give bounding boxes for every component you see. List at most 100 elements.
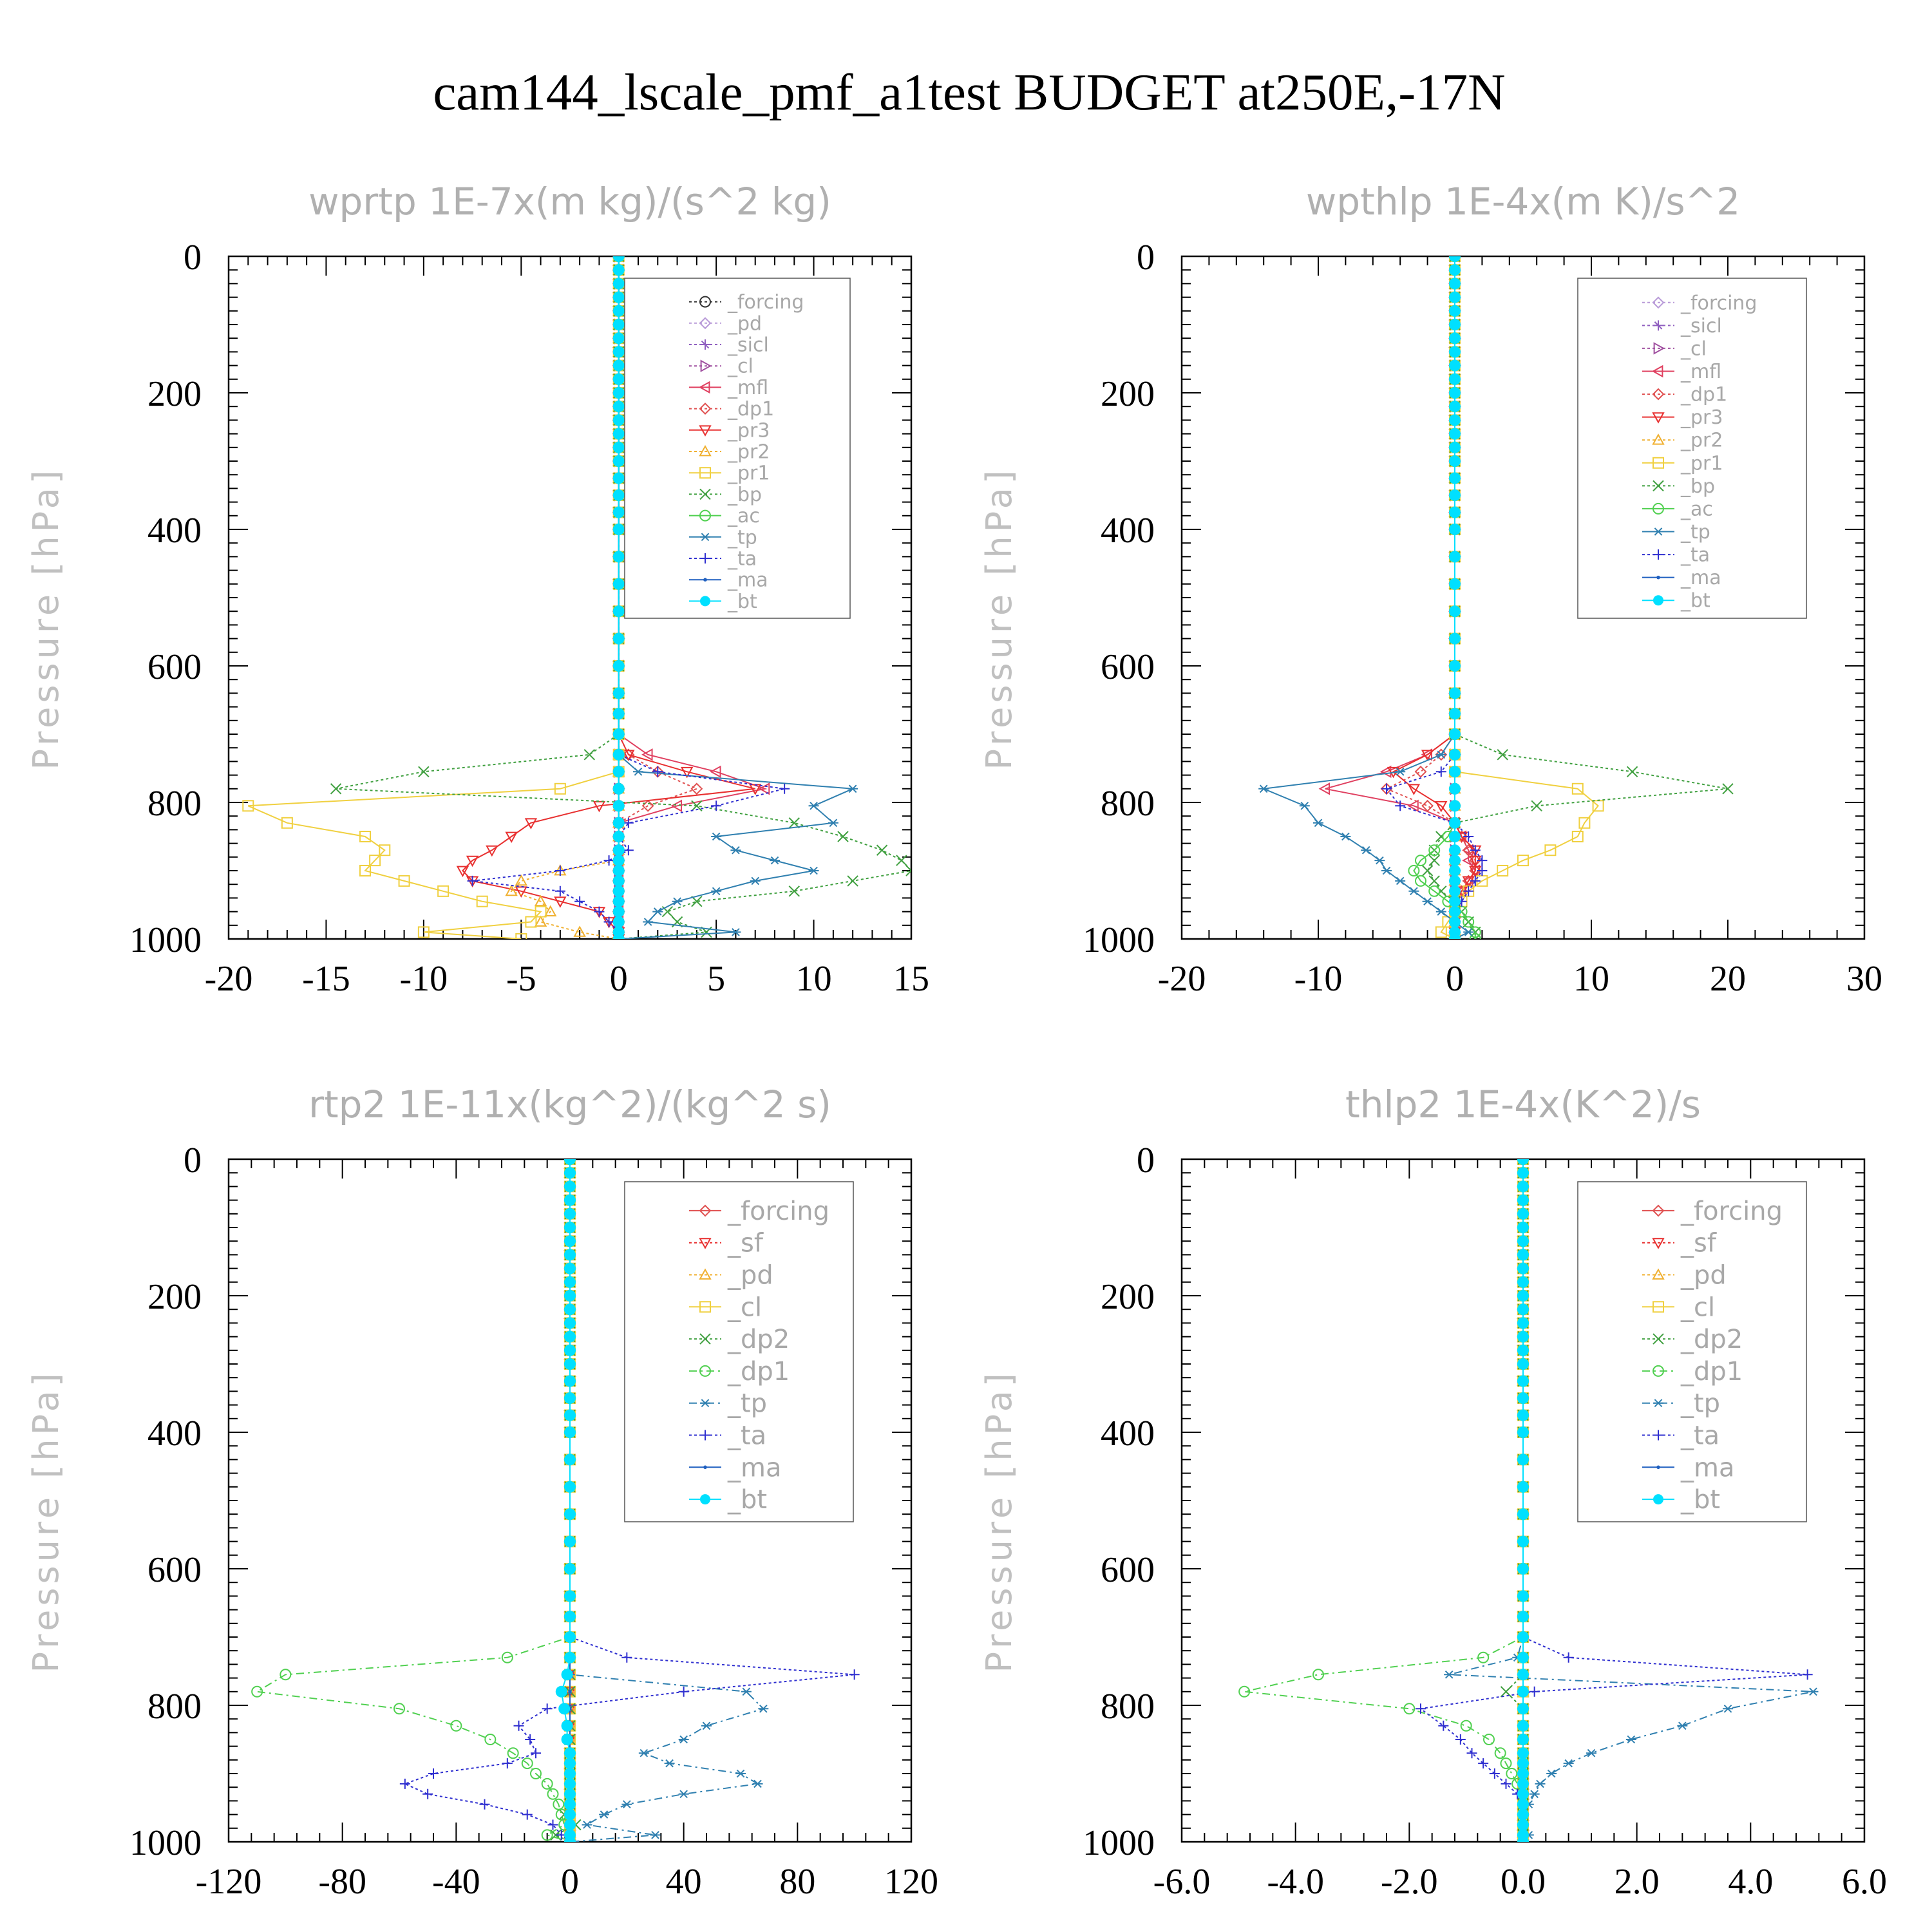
data-point — [808, 866, 819, 875]
data-point — [730, 846, 741, 855]
legend-label: _forcing — [1680, 292, 1757, 314]
legend-marker — [1653, 527, 1663, 536]
data-point — [1626, 766, 1638, 778]
legend-box — [624, 278, 851, 619]
data-point — [641, 799, 654, 812]
data-point — [564, 1481, 576, 1493]
data-point — [612, 605, 625, 618]
data-point — [564, 1535, 576, 1548]
data-point — [1500, 1686, 1512, 1698]
y-tick-label: 800 — [147, 1687, 202, 1727]
data-point — [417, 926, 430, 938]
y-tick-label: 200 — [1101, 1277, 1155, 1317]
legend-marker — [1652, 1238, 1665, 1249]
data-point — [466, 855, 479, 867]
data-point — [1517, 1331, 1529, 1343]
y-axis-label: Pressure [hPa] — [26, 466, 66, 770]
legend-marker — [1652, 296, 1665, 309]
data-point — [612, 817, 625, 829]
data-point — [1340, 832, 1351, 841]
data-point — [1517, 1535, 1529, 1548]
legend-entry: _bt — [1642, 590, 1710, 612]
legend-label: _ta — [727, 548, 757, 571]
legend-entry: _cl — [689, 355, 753, 378]
y-tick-label: 400 — [1101, 511, 1155, 551]
legend-marker — [1653, 1365, 1664, 1377]
legend-label: _ac — [727, 505, 760, 527]
data-point — [612, 885, 625, 897]
data-point — [507, 1747, 519, 1759]
legend: _forcing_sicl_cl_mfl_dp1_pr3_pr2_pr1_bp_… — [1577, 278, 1807, 619]
data-point — [564, 1426, 576, 1438]
data-point — [612, 905, 625, 918]
legend-entry: _mfl — [1642, 361, 1721, 383]
legend-box — [1577, 278, 1807, 619]
data-point — [251, 1685, 263, 1698]
y-tick-label: 0 — [1137, 238, 1155, 278]
data-point — [1449, 291, 1461, 303]
data-point — [1563, 1759, 1574, 1768]
data-point — [638, 1748, 649, 1757]
data-point — [1517, 1235, 1529, 1247]
data-point — [564, 1631, 576, 1643]
data-point — [1435, 800, 1448, 813]
data-point — [1407, 799, 1419, 812]
legend-entry: _tp — [689, 526, 757, 549]
legend-entry: _ma — [1642, 567, 1721, 589]
legend: _forcing_pd_sicl_cl_mfl_dp1_pr3_pr2_pr1_… — [624, 278, 851, 619]
data-point — [612, 332, 625, 345]
plot-area — [251, 1159, 860, 1842]
data-point — [1449, 817, 1461, 829]
legend-label: _ma — [1680, 567, 1721, 589]
data-point — [1517, 1590, 1529, 1602]
data-point — [1449, 359, 1461, 372]
legend-entry: _mfl — [689, 377, 768, 399]
legend-marker — [699, 317, 712, 330]
panel-3: rtp2 1E-11x(kg^2)/(kg^2 s) Pressure [hPa]… — [26, 1083, 938, 1902]
data-point — [564, 1808, 576, 1821]
data-point — [1517, 1798, 1529, 1810]
data-point — [1517, 1194, 1529, 1206]
x-tick-label: 0 — [610, 959, 628, 999]
data-point — [612, 933, 625, 939]
data-point — [1428, 885, 1441, 897]
x-tick-label: 80 — [779, 1862, 815, 1902]
data-point — [848, 784, 858, 793]
data-point — [670, 799, 682, 812]
data-point — [1299, 801, 1310, 810]
data-point — [612, 414, 625, 426]
data-point — [1466, 1748, 1477, 1759]
data-point — [1463, 831, 1474, 842]
series-line — [1392, 256, 1476, 939]
data-point — [1517, 1669, 1529, 1681]
data-point — [564, 1747, 576, 1759]
x-tick-label: 120 — [884, 1862, 938, 1902]
data-point — [1517, 1481, 1529, 1493]
data-point — [876, 844, 888, 856]
data-point — [1586, 1748, 1596, 1757]
x-tick-label: 5 — [707, 959, 725, 999]
data-point — [905, 865, 911, 876]
data-point — [554, 886, 565, 896]
legend-entry: _bt — [689, 591, 757, 613]
data-point — [612, 766, 625, 778]
y-tick-label: 400 — [147, 1414, 202, 1454]
data-point — [422, 1788, 433, 1799]
series-bt — [1449, 256, 1461, 939]
legend-label: _bp — [727, 484, 762, 506]
data-point — [1407, 784, 1421, 795]
data-point — [612, 687, 625, 699]
x-tick-label: -20 — [1158, 959, 1206, 999]
legend-label: _forcing — [727, 1197, 829, 1226]
data-point — [1483, 1734, 1495, 1745]
legend-label: _pr2 — [1680, 430, 1723, 452]
data-point — [369, 855, 381, 867]
series-line — [247, 256, 620, 939]
data-point — [1408, 865, 1420, 876]
y-tick-label: 600 — [147, 647, 202, 687]
data-point — [1449, 428, 1461, 440]
legend-entry: _dp2 — [1642, 1325, 1743, 1354]
legend-entry: _pr1 — [689, 462, 770, 485]
data-point — [564, 1194, 576, 1206]
data-point — [1517, 1249, 1529, 1261]
